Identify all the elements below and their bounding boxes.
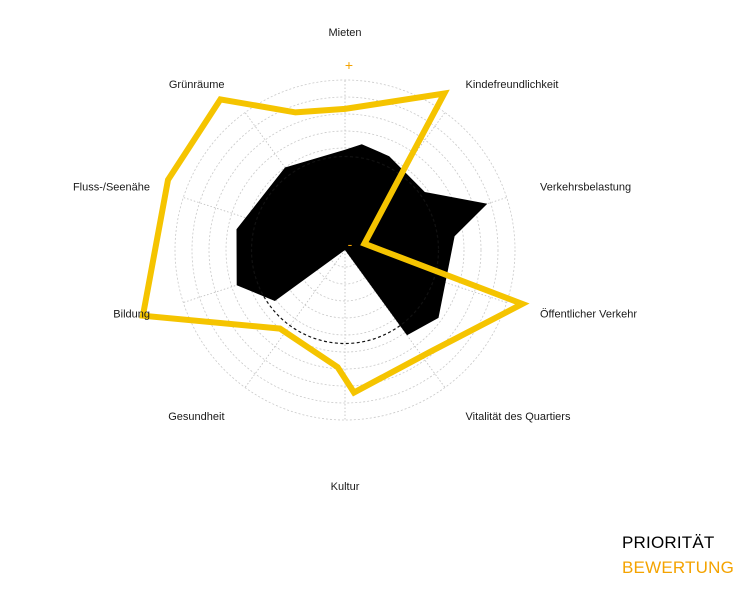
legend-item-bewertung: BEWERTUNG — [622, 558, 734, 577]
series-bewertung-outline — [139, 89, 530, 397]
axis-spoke — [344, 249, 446, 388]
axis-label: Mieten — [328, 27, 361, 39]
axis-label: Bildung — [113, 308, 150, 320]
axis-spoke — [244, 249, 346, 388]
axis-label: Verkehrsbelastung — [540, 182, 631, 194]
axis-label: Grünräume — [169, 79, 225, 91]
legend-item-prioritaet: PRIORITÄT — [622, 533, 715, 552]
grid-ring — [208, 113, 482, 387]
series-prioritaet-area — [236, 144, 488, 336]
scale-max-label: + — [345, 57, 353, 73]
grid-ring — [191, 96, 499, 404]
axis-label: Gesundheit — [168, 411, 224, 423]
reference-ring — [250, 155, 440, 345]
grid-ring — [174, 79, 516, 421]
axis-label: Vitalität des Quartiers — [466, 411, 571, 423]
axis-labels: Mieten Kindefreundlichkeit Verkehrsbelastu… — [73, 27, 637, 493]
axis-label: Öffentlicher Verkehr — [540, 308, 637, 320]
axis-label: Kultur — [331, 481, 360, 493]
legend: PRIORITÄT BEWERTUNG — [622, 530, 734, 580]
axis-label: Kindefreundlichkeit — [466, 79, 559, 91]
axis-label: Fluss-/Seenähe — [73, 182, 150, 194]
radar-series — [139, 89, 530, 397]
scale-min-label: - — [348, 236, 353, 252]
